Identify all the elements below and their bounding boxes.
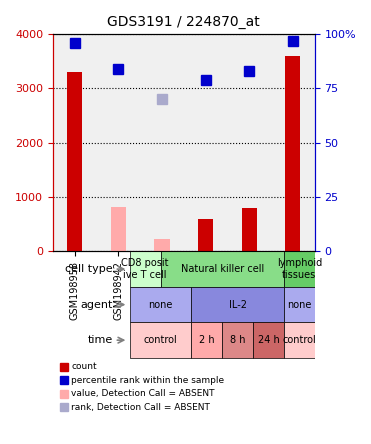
FancyBboxPatch shape: [284, 322, 315, 358]
Title: GDS3191 / 224870_at: GDS3191 / 224870_at: [107, 15, 260, 29]
Text: control: control: [282, 335, 316, 345]
Text: time: time: [88, 335, 113, 345]
Text: count: count: [71, 362, 97, 371]
FancyBboxPatch shape: [191, 322, 222, 358]
Bar: [198, 219, 213, 251]
Text: Natural killer cell: Natural killer cell: [181, 264, 264, 274]
Text: none: none: [148, 300, 173, 309]
Bar: [242, 208, 257, 251]
FancyBboxPatch shape: [253, 322, 284, 358]
Text: control: control: [144, 335, 178, 345]
Bar: [154, 239, 170, 251]
Text: lymphoid
tissues: lymphoid tissues: [277, 258, 322, 280]
Text: none: none: [287, 300, 311, 309]
Text: CD8 posit
ive T cell: CD8 posit ive T cell: [121, 258, 169, 280]
Text: agent: agent: [81, 300, 113, 309]
Text: value, Detection Call = ABSENT: value, Detection Call = ABSENT: [71, 389, 215, 398]
Text: cell type: cell type: [65, 264, 113, 274]
Text: 24 h: 24 h: [257, 335, 279, 345]
Bar: [111, 207, 126, 251]
FancyBboxPatch shape: [130, 322, 191, 358]
FancyBboxPatch shape: [284, 251, 315, 287]
FancyBboxPatch shape: [284, 287, 315, 322]
FancyBboxPatch shape: [130, 287, 191, 322]
Bar: [67, 72, 82, 251]
FancyBboxPatch shape: [191, 287, 284, 322]
FancyBboxPatch shape: [130, 251, 161, 287]
Text: rank, Detection Call = ABSENT: rank, Detection Call = ABSENT: [71, 403, 210, 412]
FancyBboxPatch shape: [222, 322, 253, 358]
Text: 2 h: 2 h: [199, 335, 215, 345]
FancyBboxPatch shape: [161, 251, 284, 287]
Text: 8 h: 8 h: [230, 335, 245, 345]
Text: IL-2: IL-2: [229, 300, 247, 309]
Bar: [285, 56, 301, 251]
Text: percentile rank within the sample: percentile rank within the sample: [71, 376, 224, 385]
